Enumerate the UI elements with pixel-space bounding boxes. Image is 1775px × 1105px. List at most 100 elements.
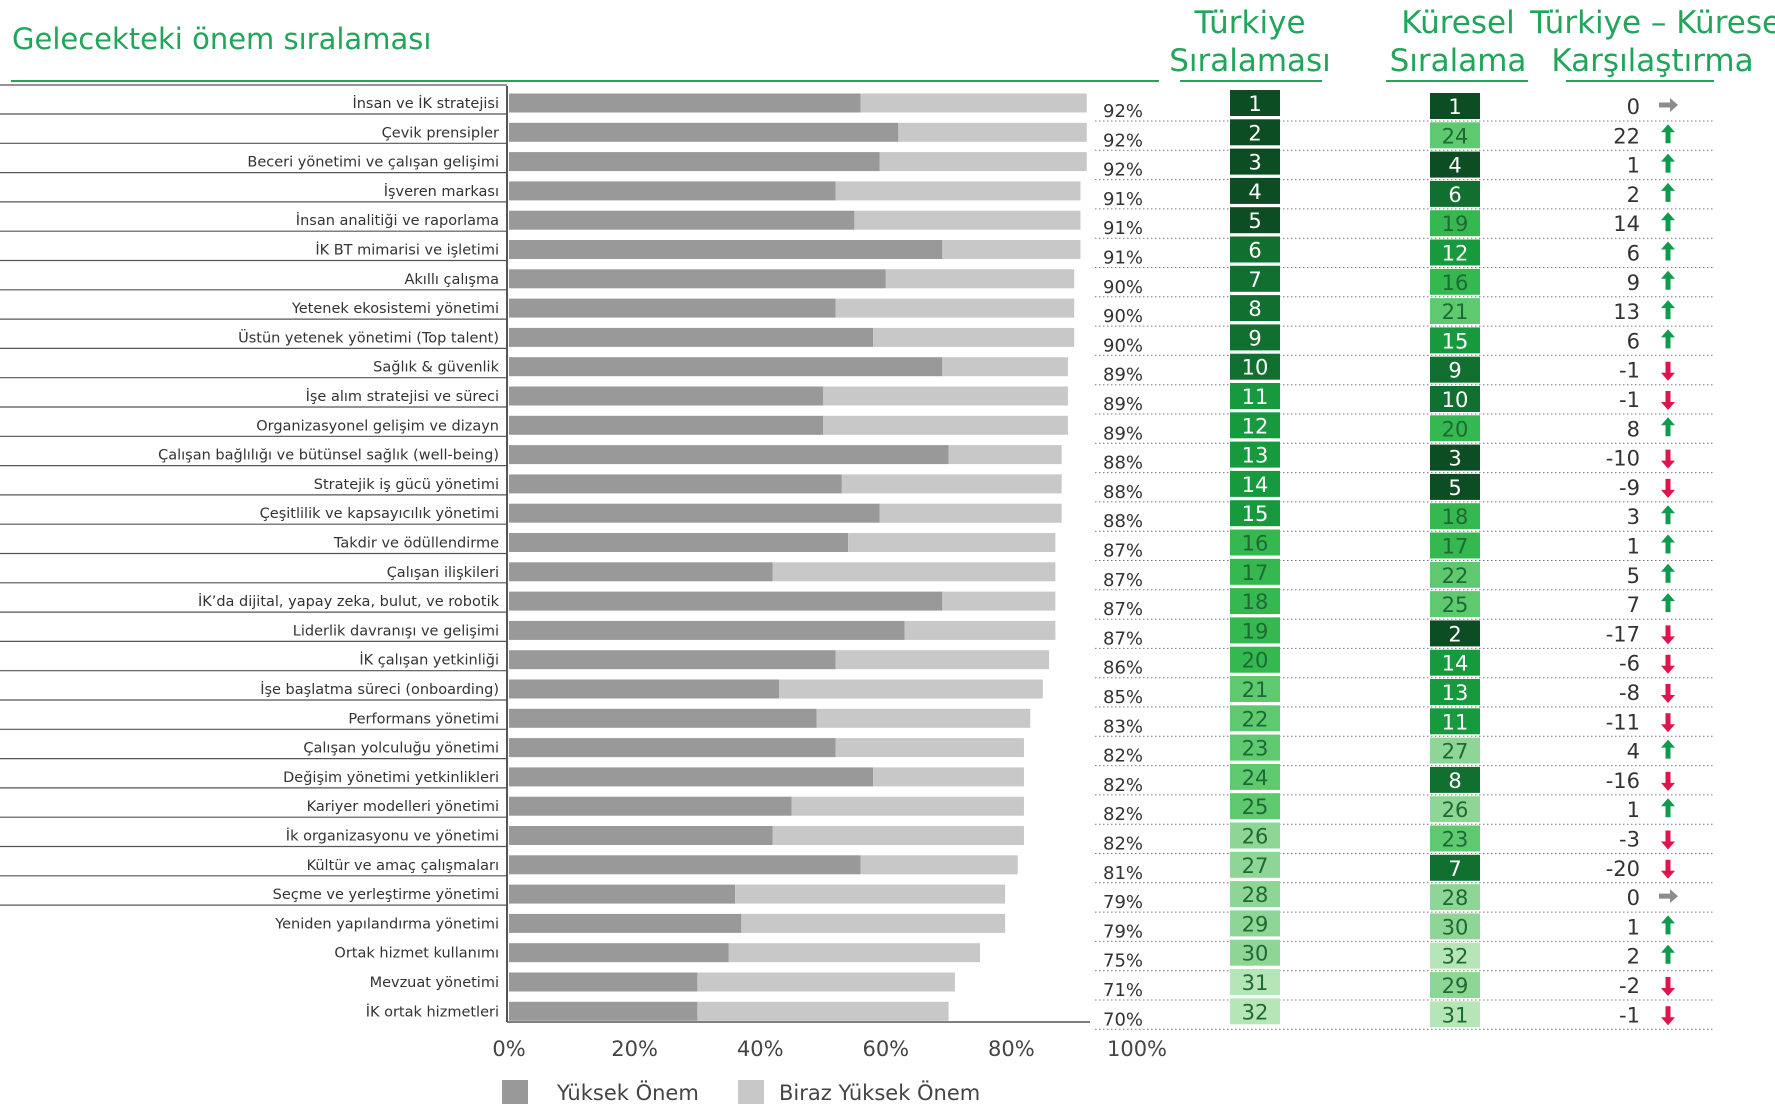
difference-value: 6 <box>1627 329 1640 353</box>
global-rank-box <box>1430 532 1480 559</box>
arrow-down-icon <box>1661 859 1675 879</box>
turkey-rank-value: 28 <box>1242 883 1269 907</box>
difference-value: 2 <box>1627 183 1640 207</box>
bar-high-importance <box>509 679 780 699</box>
global-rank-value: 24 <box>1442 124 1469 148</box>
difference-value: -6 <box>1619 652 1640 676</box>
bar-somewhat-high-importance <box>879 503 1062 523</box>
global-rank-box <box>1430 649 1480 676</box>
turkey-rank-value: 25 <box>1242 795 1269 819</box>
global-rank-value: 5 <box>1448 476 1461 500</box>
turkey-rank-box <box>1230 734 1280 761</box>
turkey-rank-value: 10 <box>1242 356 1269 380</box>
difference-value: 6 <box>1627 242 1640 266</box>
total-percent-label: 92% <box>1103 101 1143 122</box>
category-label: Çalışan yolculuğu yönetimi <box>303 741 499 757</box>
comparison-header-line1: Türkiye – Küresel <box>1530 5 1775 41</box>
bar-somewhat-high-importance <box>791 796 1024 816</box>
arrow-right-icon <box>1659 889 1678 904</box>
category-label: Stratejik iş gücü yönetimi <box>314 477 499 493</box>
difference-value: -3 <box>1619 828 1640 852</box>
global-rank-box <box>1430 239 1480 266</box>
total-percent-label: 88% <box>1103 511 1143 532</box>
category-label: Akıllı çalışma <box>404 272 499 288</box>
bar-somewhat-high-importance <box>835 738 1024 758</box>
category-label: Çeşitlilik ve kapsayıcılık yönetimi <box>260 506 499 522</box>
arrow-up-icon <box>1661 505 1675 525</box>
difference-value: -17 <box>1606 622 1640 646</box>
global-rank-box <box>1430 884 1480 911</box>
arrow-up-icon <box>1661 270 1675 290</box>
global-rank-value: 4 <box>1448 154 1461 178</box>
turkey-rank-value: 18 <box>1242 590 1269 614</box>
bar-somewhat-high-importance <box>879 152 1087 172</box>
total-percent-label: 82% <box>1103 834 1143 855</box>
turkey-rank-box <box>1230 881 1280 908</box>
global-rank-box <box>1430 268 1480 295</box>
global-rank-value: 29 <box>1442 974 1469 998</box>
global-rank-box <box>1430 854 1480 881</box>
bar-somewhat-high-importance <box>697 972 955 992</box>
turkey-rank-value: 26 <box>1242 825 1269 849</box>
turkey-rank-box <box>1230 851 1280 878</box>
legend-label-somewhat: Biraz Yüksek Önem <box>779 1080 980 1105</box>
arrow-up-icon <box>1661 212 1675 232</box>
turkey-rank-box <box>1230 207 1280 234</box>
category-label: Ortak hizmet kullanımı <box>334 946 499 962</box>
turkey-rank-box <box>1230 177 1280 204</box>
turkey-rank-box <box>1230 236 1280 263</box>
legend-swatch-somewhat <box>738 1080 764 1104</box>
global-rank-box <box>1430 327 1480 354</box>
difference-value: -2 <box>1619 974 1640 998</box>
total-percent-label: 87% <box>1103 541 1143 562</box>
turkey-rank-header: Türkiye Sıralaması <box>1155 4 1345 80</box>
difference-value: 1 <box>1627 535 1640 559</box>
arrow-down-icon <box>1661 449 1675 469</box>
turkey-rank-box <box>1230 646 1280 673</box>
turkey-rank-box <box>1230 969 1280 995</box>
bar-high-importance <box>509 591 943 611</box>
turkey-rank-box <box>1230 763 1280 790</box>
global-rank-value: 30 <box>1442 915 1469 939</box>
turkey-rank-value: 15 <box>1242 502 1269 526</box>
bar-somewhat-high-importance <box>860 93 1087 113</box>
arrow-down-icon <box>1661 361 1675 381</box>
total-percent-label: 75% <box>1103 951 1143 972</box>
turkey-rank-box <box>1230 588 1280 615</box>
category-label: Değişim yönetimi yetkinlikleri <box>283 770 499 786</box>
global-rank-value: 6 <box>1448 183 1461 207</box>
global-rank-value: 16 <box>1442 271 1469 295</box>
arrow-down-icon <box>1661 625 1675 645</box>
global-rank-value: 28 <box>1442 886 1469 910</box>
turkey-rank-value: 19 <box>1242 619 1269 643</box>
global-rank-box <box>1430 444 1480 471</box>
arrow-down-icon <box>1661 713 1675 733</box>
global-rank-value: 22 <box>1442 564 1469 588</box>
arrow-up-icon <box>1661 593 1675 613</box>
category-label: Beceri yönetimi ve çalışan gelişimi <box>247 155 499 171</box>
total-percent-label: 81% <box>1103 863 1143 884</box>
difference-value: -10 <box>1606 447 1640 471</box>
global-rank-value: 19 <box>1442 212 1469 236</box>
difference-value: 5 <box>1627 564 1640 588</box>
x-tick-label: 20% <box>611 1037 658 1061</box>
difference-value: -1 <box>1619 359 1640 383</box>
turkey-rank-value: 13 <box>1242 444 1269 468</box>
bar-high-importance <box>509 972 698 992</box>
arrow-up-icon <box>1661 534 1675 554</box>
difference-value: 2 <box>1627 945 1640 969</box>
turkey-rank-box <box>1230 412 1280 439</box>
global-rank-box <box>1430 913 1480 940</box>
total-percent-label: 86% <box>1103 658 1143 679</box>
category-label: İK’da dijital, yapay zeka, bulut, ve rob… <box>198 592 500 610</box>
turkey-rank-box <box>1230 265 1280 292</box>
arrow-up-icon <box>1661 739 1675 759</box>
global-rank-value: 17 <box>1442 535 1469 559</box>
turkey-rank-value: 32 <box>1242 1000 1269 1024</box>
global-rank-value: 7 <box>1448 857 1461 881</box>
global-rank-box <box>1430 473 1480 500</box>
bar-somewhat-high-importance <box>697 1001 949 1021</box>
turkey-rank-value: 21 <box>1242 678 1269 702</box>
total-percent-label: 90% <box>1103 306 1143 327</box>
arrow-up-icon <box>1661 915 1675 935</box>
